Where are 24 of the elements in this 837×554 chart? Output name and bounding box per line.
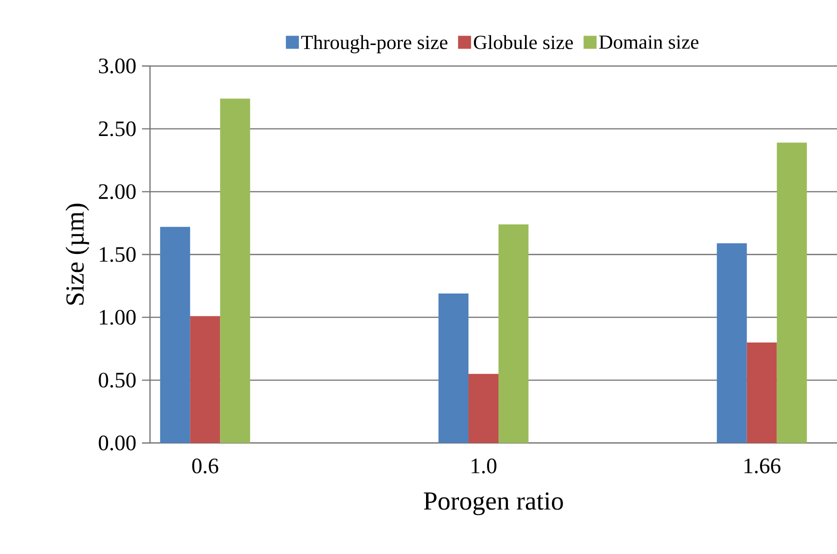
x-tick-label: 1.0 — [472, 458, 496, 474]
bar — [468, 374, 498, 443]
x-tick-label: 1.66 — [744, 458, 780, 474]
y-tick-label: 3.00 — [99, 58, 136, 74]
bar — [190, 316, 220, 443]
bar — [716, 243, 747, 443]
y-tick-label: 2.00 — [98, 184, 136, 200]
x-axis-title: Porogen ratio — [424, 492, 563, 516]
x-tick-label: 0.6 — [192, 458, 218, 474]
bar — [776, 142, 807, 443]
y-tick-label: 0.00 — [98, 436, 136, 450]
y-tick-label: 0.50 — [98, 372, 136, 388]
legend-label: Through-pore size — [301, 35, 448, 54]
y-tick-label: 1.00 — [100, 310, 136, 325]
y-tick-label: 2.50 — [98, 121, 136, 136]
y-tick-label: 1.50 — [100, 247, 136, 262]
bar — [498, 224, 528, 443]
bar — [746, 342, 777, 443]
y-axis-title: Size (µm) — [66, 204, 90, 305]
legend-label: Globule size — [474, 35, 573, 50]
bar — [220, 98, 250, 443]
bar — [160, 226, 190, 443]
bar — [438, 293, 468, 443]
legend-label: Domain size — [599, 35, 698, 49]
